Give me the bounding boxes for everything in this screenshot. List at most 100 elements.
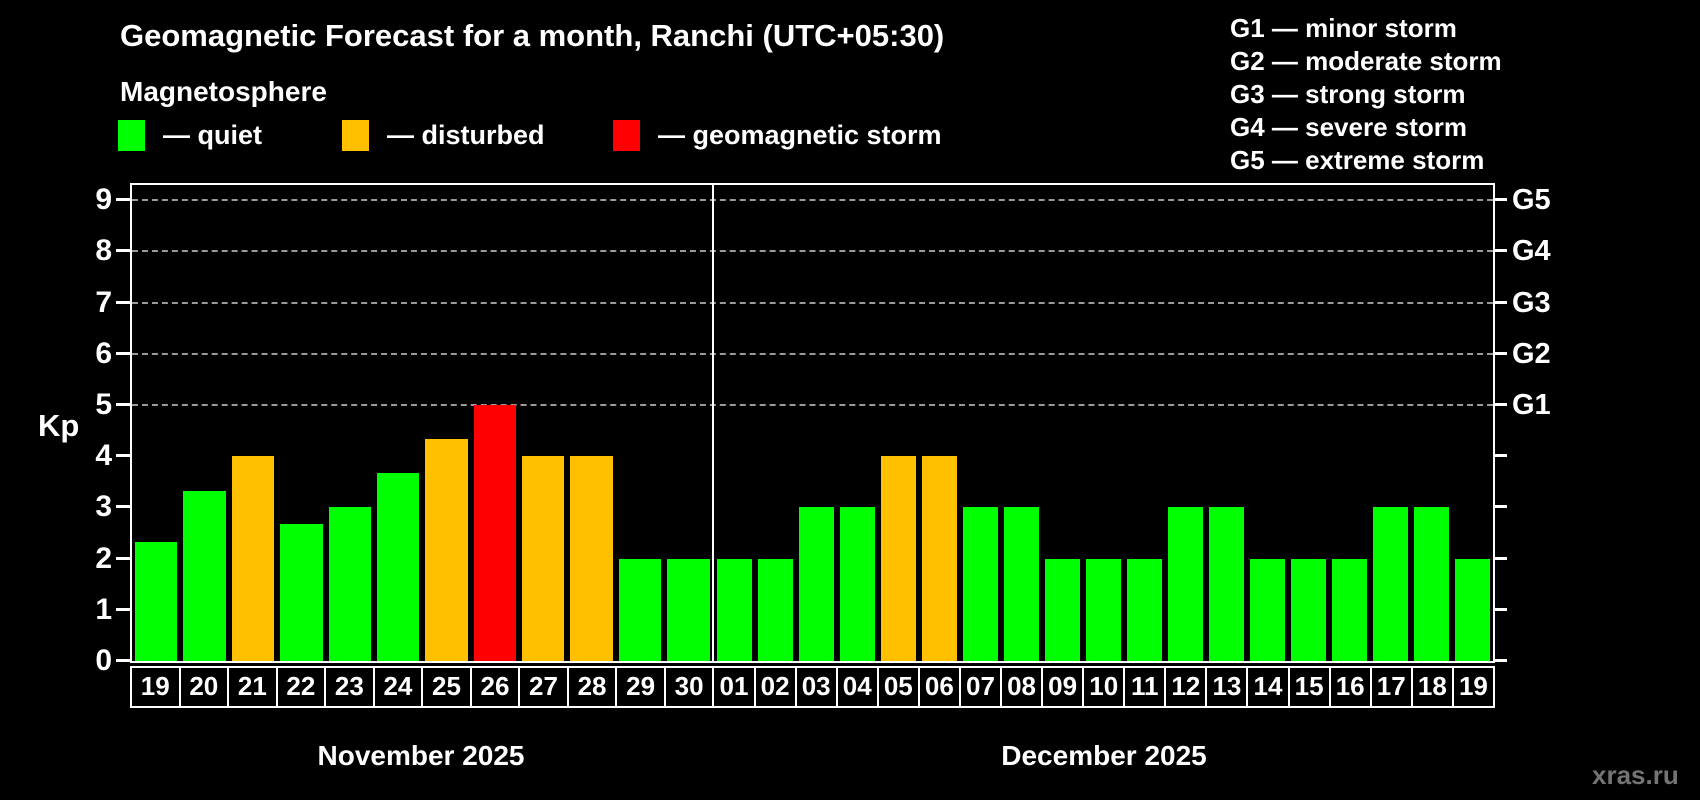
day-label-dec-19: 19: [1451, 668, 1493, 706]
bar-cell-day-19: [132, 185, 180, 661]
axis-tick: [116, 607, 130, 611]
day-strip-section-december: 01 02 03 04 05 06 07 08 09 10 11 12 13 14 15 16 17 18 19: [712, 668, 1493, 706]
axis-tick: [1493, 351, 1507, 355]
kp-bar: [1045, 559, 1081, 661]
bar-cell-day-06: [919, 185, 960, 661]
day-label-nov-20: 20: [178, 668, 228, 706]
bar-cell-day-24: [374, 185, 422, 661]
g-scale-label-g3: G3: [1512, 286, 1551, 319]
gridline-kp-6: [132, 352, 1493, 355]
bar-cell-day-04: [837, 185, 878, 661]
day-label-nov-24: 24: [372, 668, 422, 706]
legend-label-storm: — geomagnetic storm: [658, 120, 942, 150]
bar-cell-day-28: [567, 185, 615, 661]
bar-cell-day-29: [616, 185, 664, 661]
day-label-nov-22: 22: [275, 668, 325, 706]
day-label-nov-25: 25: [421, 668, 470, 706]
magnetosphere-subtitle: Magnetosphere: [120, 76, 327, 107]
bar-cell-day-19: [1452, 185, 1493, 661]
kp-bar: [799, 507, 835, 661]
bar-cell-day-09: [1042, 185, 1083, 661]
axis-tick: [1493, 198, 1507, 202]
kp-bar: [1086, 559, 1122, 661]
axis-tick: [116, 556, 130, 560]
g-scale-label-g5: G5: [1512, 184, 1551, 217]
axis-tick: [1493, 659, 1507, 662]
g-scale-label-g2: G2: [1512, 337, 1551, 370]
kp-bar: [1209, 507, 1245, 661]
axis-tick: [1493, 403, 1507, 406]
kp-bar: [1004, 507, 1040, 661]
day-label-dec-04: 04: [835, 668, 877, 706]
g3-legend-line: G3 — strong storm: [1230, 79, 1466, 109]
month-label-december: December 2025: [1001, 740, 1207, 771]
kp-bar: [758, 559, 794, 661]
g-scale-axis-labels: G1 G2 G3 G4 G5: [1512, 183, 1632, 663]
month-section-november: [132, 185, 712, 661]
axis-tick: [1493, 300, 1507, 304]
bar-cell-day-10: [1083, 185, 1124, 661]
kp-bar: [840, 507, 876, 661]
axis-tick: [116, 454, 130, 458]
legend-label-quiet: — quiet: [163, 120, 262, 150]
bar-cell-day-27: [519, 185, 567, 661]
day-label-dec-02: 02: [753, 668, 795, 706]
kp-bar: [473, 405, 516, 661]
day-label-dec-18: 18: [1410, 668, 1452, 706]
bar-cell-day-13: [1206, 185, 1247, 661]
kp-bar: [425, 439, 468, 661]
axis-tick: [1493, 454, 1507, 458]
g-scale-label-g1: G1: [1512, 389, 1551, 421]
legend-item-storm: — geomagnetic storm: [613, 120, 942, 151]
bar-cell-day-30: [664, 185, 712, 661]
bar-cell-day-25: [422, 185, 470, 661]
axis-tick: [116, 249, 130, 253]
legend-item-quiet: — quiet: [118, 120, 262, 151]
legend-label-disturbed: — disturbed: [387, 120, 545, 150]
gridline-kp-8: [132, 250, 1493, 253]
axis-tick: [116, 505, 130, 509]
y-tick-label-9: 9: [95, 183, 112, 217]
kp-bar: [1168, 507, 1204, 661]
day-label-dec-14: 14: [1246, 668, 1287, 706]
kp-bar: [1127, 559, 1163, 661]
bar-cell-day-21: [229, 185, 277, 661]
gridline-kp-5: [132, 404, 1493, 406]
disturbed-swatch-icon: [342, 120, 369, 151]
page-title: Geomagnetic Forecast for a month, Ranchi…: [120, 18, 945, 53]
kp-bar: [231, 456, 275, 661]
bar-cell-day-16: [1329, 185, 1370, 661]
bar-cell-day-12: [1165, 185, 1206, 661]
y-tick-label-8: 8: [95, 234, 112, 268]
day-label-dec-15: 15: [1287, 668, 1329, 706]
month-section-december: [712, 185, 1493, 661]
y-axis-ticks-right: [1493, 183, 1507, 663]
kp-bar: [376, 473, 420, 661]
day-strip-section-november: 19 20 21 22 23 24 25 26 27 28 29 30: [132, 668, 712, 706]
g5-legend-line: G5 — extreme storm: [1230, 145, 1485, 175]
y-tick-label-4: 4: [95, 439, 112, 473]
bar-cell-day-14: [1247, 185, 1288, 661]
day-label-dec-07: 07: [958, 668, 1000, 706]
kp-bar: [922, 456, 958, 661]
day-label-nov-19: 19: [140, 671, 170, 701]
kp-bar: [328, 507, 371, 661]
kp-bar: [1413, 507, 1449, 661]
kp-bar: [183, 491, 226, 661]
watermark: xras.ru: [1592, 760, 1679, 790]
day-label-nov-29: 29: [615, 668, 664, 706]
axis-tick: [1493, 505, 1507, 509]
plot-area: [130, 183, 1495, 663]
g4-legend-line: G4 — severe storm: [1230, 112, 1468, 142]
bar-cell-day-02: [755, 185, 796, 661]
y-tick-label-5: 5: [95, 388, 112, 421]
bar-cell-day-08: [1001, 185, 1042, 661]
bar-cell-day-17: [1370, 185, 1411, 661]
day-label-dec-12: 12: [1164, 668, 1205, 706]
bar-cell-day-15: [1288, 185, 1329, 661]
day-label-dec-05: 05: [876, 668, 918, 706]
day-label-dec-03: 03: [794, 668, 836, 706]
kp-bar: [618, 559, 662, 661]
y-tick-label-3: 3: [95, 490, 112, 524]
